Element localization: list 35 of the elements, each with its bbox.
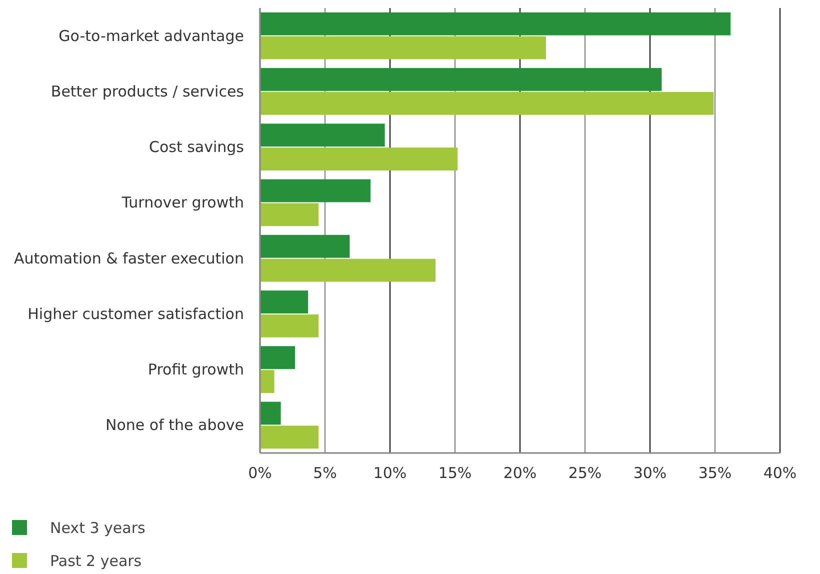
bar [260, 68, 662, 91]
bar [260, 92, 714, 115]
bar [260, 290, 308, 314]
x-tick-label: 35% [698, 464, 732, 482]
x-tick-label: 10% [373, 464, 407, 482]
bar [260, 234, 350, 258]
bar [260, 370, 274, 393]
bar [260, 12, 731, 36]
x-tick-label: 15% [438, 464, 472, 482]
bar [260, 179, 370, 202]
y-tick-label: Cost savings [148, 138, 244, 156]
bar [260, 258, 436, 282]
bar [260, 402, 281, 425]
x-tick-label: 0% [248, 464, 272, 482]
y-tick-label: Turnover growth [120, 194, 244, 212]
bar [260, 426, 318, 449]
y-tick-label: Go-to-market advantage [58, 26, 244, 45]
y-tick-label: Automation & faster execution [14, 249, 244, 268]
bar [260, 203, 318, 226]
x-tick-label: 30% [633, 464, 667, 482]
bar [260, 36, 546, 60]
x-tick-label: 5% [313, 464, 337, 482]
bar [260, 148, 458, 170]
x-tick-label: 25% [568, 464, 602, 482]
y-tick-label: Better products / services [50, 82, 244, 100]
y-tick-label: Profit growth [148, 360, 244, 379]
y-tick-label: None of the above [105, 416, 244, 434]
x-tick-label: 40% [763, 464, 797, 482]
x-tick-label: 20% [503, 464, 537, 482]
legend-label: Past 2 years [50, 552, 142, 570]
bar [260, 346, 296, 370]
bar [260, 124, 385, 147]
legend-label: Next 3 years [50, 519, 146, 537]
y-tick-label: Higher customer satisfaction [28, 304, 244, 323]
bar [260, 314, 318, 338]
